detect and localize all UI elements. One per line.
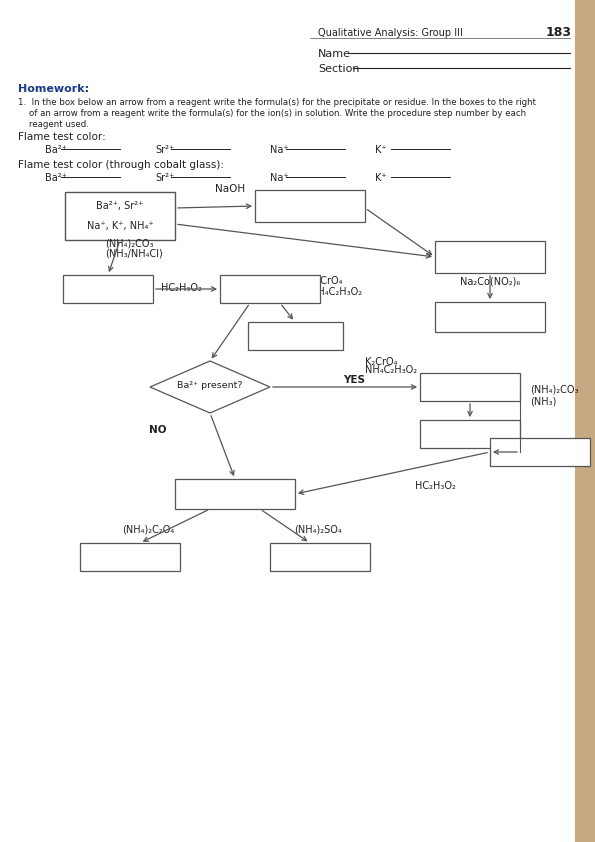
Text: (NH₄)₂SO₄: (NH₄)₂SO₄	[294, 524, 342, 534]
Bar	[255, 190, 365, 222]
Text: Flame test color (through cobalt glass):: Flame test color (through cobalt glass):	[18, 160, 224, 170]
Text: Section: Section	[318, 64, 359, 74]
Text: K⁺: K⁺	[375, 173, 387, 183]
Text: HC₂H₃O₂: HC₂H₃O₂	[415, 481, 455, 491]
Bar	[65, 192, 175, 240]
Text: (NH₄)₂CO₃: (NH₄)₂CO₃	[105, 238, 154, 248]
Text: Ba²⁺ present?: Ba²⁺ present?	[177, 381, 243, 390]
Text: (NH₄)₂CO₃: (NH₄)₂CO₃	[530, 384, 578, 394]
Text: K₂CrO₄: K₂CrO₄	[310, 276, 343, 286]
Bar	[435, 241, 545, 273]
Bar	[420, 373, 520, 401]
Text: Na⁺, K⁺, NH₄⁺: Na⁺, K⁺, NH₄⁺	[87, 221, 154, 231]
Text: 183: 183	[546, 26, 572, 39]
Text: NH₄C₂H₃O₂: NH₄C₂H₃O₂	[365, 365, 417, 375]
Text: Na⁺: Na⁺	[270, 173, 289, 183]
Bar	[270, 543, 370, 571]
Text: Sr²⁺: Sr²⁺	[155, 173, 174, 183]
Text: Ba²⁺, Sr²⁺: Ba²⁺, Sr²⁺	[96, 201, 143, 211]
Text: 1.  In the box below an arrow from a reagent write the formula(s) for the precip: 1. In the box below an arrow from a reag…	[18, 98, 536, 107]
Text: Ba²⁺: Ba²⁺	[45, 173, 67, 183]
Bar	[80, 543, 180, 571]
Bar	[220, 275, 320, 303]
Text: Flame test color:: Flame test color:	[18, 132, 106, 142]
Text: reagent used.: reagent used.	[18, 120, 89, 129]
Text: K⁺: K⁺	[375, 145, 387, 155]
Text: Ba²⁺: Ba²⁺	[45, 145, 67, 155]
Text: HC₂H₃O₂: HC₂H₃O₂	[161, 283, 202, 293]
Text: Na₂Co(NO₂)₆: Na₂Co(NO₂)₆	[460, 277, 520, 287]
Bar	[575, 0, 595, 842]
Text: Name: Name	[318, 49, 351, 59]
Text: NO: NO	[149, 425, 167, 435]
Text: Na⁺: Na⁺	[270, 145, 289, 155]
Text: YES: YES	[343, 375, 365, 385]
Polygon shape	[150, 361, 270, 413]
Text: NaOH: NaOH	[215, 184, 245, 194]
Text: (NH₄)₂C₂O₄: (NH₄)₂C₂O₄	[122, 524, 174, 534]
Text: NH₄C₂H₃O₂: NH₄C₂H₃O₂	[310, 287, 362, 297]
Text: Sr²⁺: Sr²⁺	[155, 145, 174, 155]
Bar	[490, 438, 590, 466]
Text: Qualitative Analysis: Group III: Qualitative Analysis: Group III	[318, 28, 462, 38]
Text: (NH₃): (NH₃)	[530, 396, 556, 406]
Text: of an arrow from a reagent write the formula(s) for the ion(s) in solution. Writ: of an arrow from a reagent write the for…	[18, 109, 526, 118]
Bar	[175, 479, 295, 509]
Bar	[435, 302, 545, 332]
Text: K₂CrO₄: K₂CrO₄	[365, 357, 397, 367]
Text: Homework:: Homework:	[18, 84, 89, 94]
Bar	[63, 275, 153, 303]
Text: (NH₃/NH₄Cl): (NH₃/NH₄Cl)	[105, 249, 163, 259]
Bar	[420, 420, 520, 448]
Bar	[248, 322, 343, 350]
